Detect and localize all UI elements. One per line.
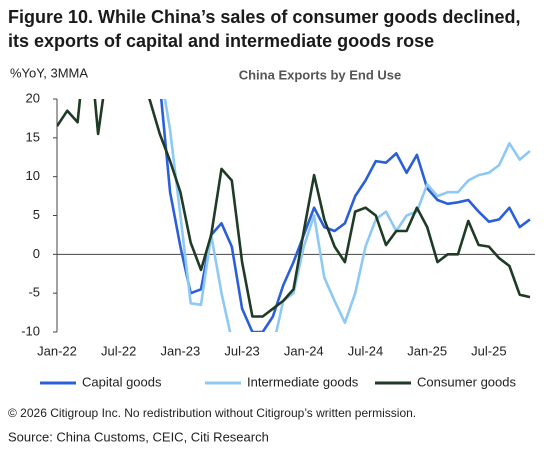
- x-tick-label: Jan-22: [37, 343, 77, 358]
- y-tick-label: -10: [21, 323, 40, 338]
- y-tick-label: 20: [26, 90, 40, 105]
- x-tick-label: Jan-25: [407, 343, 447, 358]
- y-tick-label: 15: [26, 129, 40, 144]
- chart-title-line2: its exports of capital and intermediate …: [8, 31, 434, 51]
- y-tick-label: 10: [26, 168, 40, 183]
- note: © 2026 Citigroup Inc. No redistribution …: [8, 406, 416, 420]
- source: Source: China Customs, CEIC, Citi Resear…: [8, 429, 269, 444]
- y-tick-label: 0: [33, 246, 40, 261]
- x-tick-label: Jan-24: [284, 343, 324, 358]
- series-line: [57, 99, 531, 318]
- legend-label: Consumer goods: [417, 374, 516, 389]
- y-tick-label: -5: [28, 285, 40, 300]
- series-line: [163, 99, 531, 332]
- x-tick-label: Jul-23: [224, 343, 259, 358]
- x-tick-label: Jul-22: [101, 343, 136, 358]
- series-line: [159, 99, 531, 332]
- plot-lines: [57, 99, 531, 332]
- y-tick-label: 5: [33, 207, 40, 222]
- x-tick-label: Jan-23: [161, 343, 201, 358]
- y-axis-label: %YoY, 3MMA: [10, 65, 88, 80]
- x-tick-label: Jul-25: [471, 343, 506, 358]
- legend-label: Intermediate goods: [247, 374, 359, 389]
- legend-label: Capital goods: [82, 374, 162, 389]
- chart-title: Figure 10. While China’s sales of consum…: [8, 7, 520, 27]
- chart-subtitle: China Exports by End Use: [239, 67, 402, 82]
- x-tick-label: Jul-24: [348, 343, 383, 358]
